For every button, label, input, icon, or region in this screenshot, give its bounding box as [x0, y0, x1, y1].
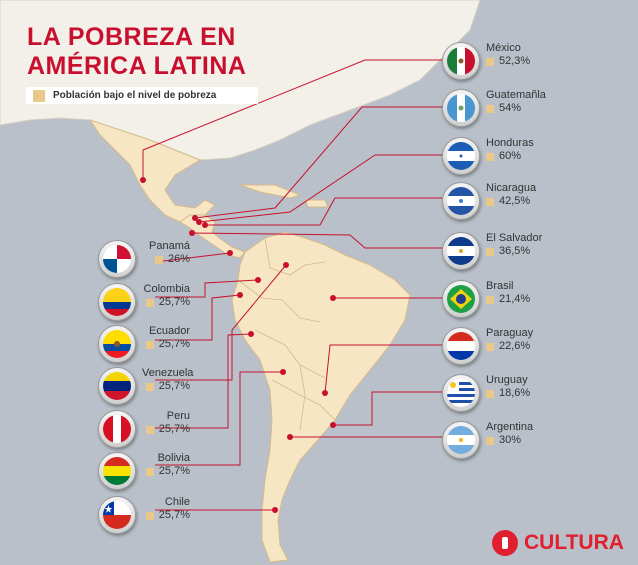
legend-label: Población bajo el nivel de pobreza — [53, 90, 217, 101]
country-colombia: Colombia 25,7% — [98, 283, 190, 321]
north-america-landmass — [0, 0, 481, 161]
country-peru: Peru 25,7% — [98, 410, 190, 448]
country-name: Bolivia — [157, 452, 190, 464]
nicaragua-flag-icon — [442, 182, 480, 220]
country-bolivia: Bolivia 25,7% — [98, 452, 190, 490]
country-value: 22,6% — [499, 340, 531, 352]
country-name: Peru — [166, 410, 190, 422]
country-name: Colombia — [143, 283, 190, 295]
country-value: 60% — [499, 150, 522, 162]
mexico-landmass — [88, 119, 216, 223]
country-name: Paraguay — [486, 327, 534, 339]
panama-flag-icon — [98, 240, 136, 278]
country-ecuador: Ecuador 25,7% — [98, 325, 190, 363]
hispaniola-island — [304, 199, 329, 208]
leader-lines — [142, 59, 447, 511]
ecuador-flag-icon — [98, 325, 136, 363]
country-name: Honduras — [486, 137, 534, 149]
country-value: 25,7% — [158, 423, 190, 435]
uruguay-flag-icon — [442, 374, 480, 412]
country-panama: Panamá 26% — [98, 240, 190, 278]
country-value: 54% — [499, 102, 522, 114]
country-name: México — [486, 42, 521, 54]
country-value: 36,5% — [499, 245, 531, 257]
country-value: 42,5% — [499, 195, 531, 207]
venezuela-flag-icon — [98, 367, 136, 405]
honduras-flag-icon — [442, 137, 480, 175]
country-name: Venezuela — [142, 367, 194, 379]
country-name: Panamá — [149, 240, 190, 252]
country-argentina: Argentina 30% — [442, 421, 533, 459]
country-value: 52,3% — [499, 55, 531, 67]
country-guatemala: Guatemañla 54% — [442, 89, 546, 127]
country-value: 25,7% — [158, 296, 190, 308]
country-venezuela: Venezuela 25,7% — [98, 367, 194, 405]
colombia-flag-icon — [98, 283, 136, 321]
country-mexico: México 52,3% — [442, 42, 530, 80]
country-value: 21,4% — [499, 293, 531, 305]
country-value: 25,7% — [158, 338, 190, 350]
guatemala-flag-icon — [442, 89, 480, 127]
brasil-flag-icon — [442, 280, 480, 318]
cuba-island — [239, 184, 302, 199]
title-line-2: AMÉRICA LATINA — [27, 52, 247, 80]
country-value: 25,7% — [158, 509, 190, 521]
title-line-1: LA POBREZA EN — [27, 23, 236, 51]
country-chile: Chile 25,7% — [98, 496, 190, 534]
country-value: 30% — [499, 434, 522, 446]
country-name: El Salvador — [486, 232, 543, 244]
country-brasil: Brasil 21,4% — [442, 280, 530, 318]
country-value: 25,7% — [158, 380, 190, 392]
country-value: 26% — [167, 253, 190, 265]
info-icon — [492, 530, 518, 556]
map-dots — [140, 177, 336, 513]
country-el-salvador: El Salvador 36,5% — [442, 232, 542, 270]
country-uruguay: Uruguay 18,6% — [442, 374, 530, 412]
country-nicaragua: Nicaragua 42,5% — [442, 182, 536, 220]
country-value: 25,7% — [158, 465, 190, 477]
bolivia-flag-icon — [98, 452, 136, 490]
legend-swatch — [33, 89, 45, 102]
logo-text: CULTURA — [524, 531, 624, 554]
country-name: Brasil — [486, 280, 514, 292]
country-paraguay: Paraguay 22,6% — [442, 327, 533, 365]
country-name: Chile — [164, 496, 190, 508]
country-name: Nicaragua — [486, 182, 537, 194]
paraguay-flag-icon — [442, 327, 480, 365]
country-value: 18,6% — [499, 387, 531, 399]
mexico-flag-icon — [442, 42, 480, 80]
country-name: Argentina — [486, 421, 534, 433]
south-america-landmass — [231, 231, 411, 563]
country-borders — [237, 237, 336, 431]
country-honduras: Honduras 60% — [442, 137, 534, 175]
legend: Población bajo el nivel de pobreza — [26, 87, 258, 104]
chile-flag-icon — [98, 496, 136, 534]
el-salvador-flag-icon — [442, 232, 480, 270]
argentina-flag-icon — [442, 421, 480, 459]
country-name: Uruguay — [486, 374, 528, 386]
country-name: Ecuador — [149, 325, 190, 337]
peru-flag-icon — [98, 410, 136, 448]
country-name: Guatemañla — [486, 89, 546, 101]
cultura-logo: CULTURA — [492, 530, 624, 556]
